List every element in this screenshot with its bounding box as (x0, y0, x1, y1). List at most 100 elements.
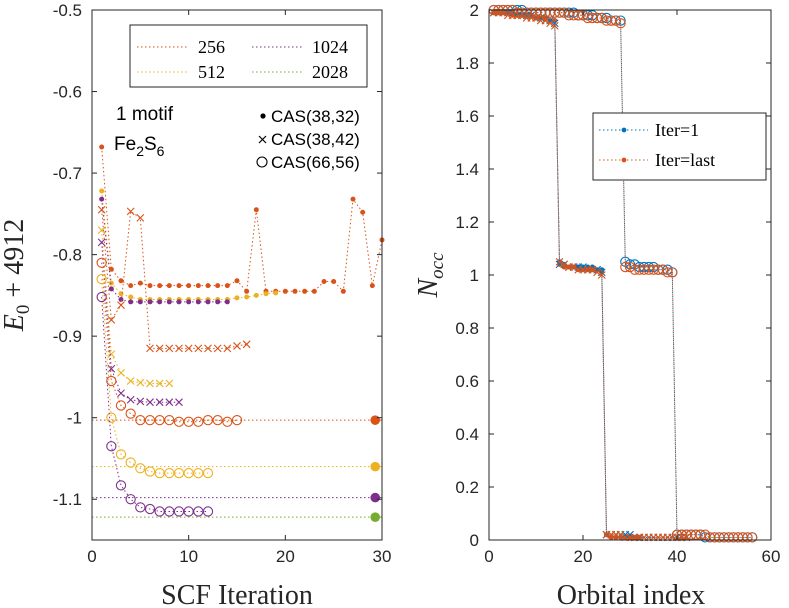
data-point (165, 379, 174, 388)
legend-iter1-label: Iter=1 (655, 120, 699, 140)
data-point (360, 209, 366, 215)
occupation-line (493, 9, 753, 538)
data-point (157, 283, 163, 289)
data-point (215, 283, 221, 289)
data-point (99, 196, 105, 202)
data-point (195, 283, 201, 289)
series-7 (96, 273, 214, 479)
data-point (204, 344, 212, 353)
data-point (155, 398, 164, 407)
cas-marker-legend: CAS(38,32) CAS(38,42) CAS(66,56) (256, 107, 360, 172)
data-point (146, 379, 154, 388)
occupation-series-3 (489, 8, 691, 542)
occupation-point (588, 265, 597, 274)
occupation-point (593, 268, 601, 277)
x-tick-label: 30 (373, 547, 392, 566)
data-point (215, 299, 221, 305)
occupation-point (518, 11, 526, 20)
data-point (273, 290, 279, 296)
occupation-point (597, 271, 606, 279)
legend-2028-label: 2028 (312, 62, 348, 82)
occupation-point (616, 530, 625, 539)
left-legend: 256 1024 512 2028 (129, 24, 368, 88)
occupation-series-0 (491, 10, 642, 540)
right-chart: 0 20 40 60 0 0.2 0.4 0.6 0.8 1 1.2 1.4 1.6 1.8 2 Iter=… (413, 1, 780, 608)
occupation-point (541, 16, 550, 25)
series-2 (99, 196, 230, 305)
x-tick-label: 20 (276, 547, 295, 566)
right-axes-box (488, 9, 772, 541)
data-point (253, 207, 259, 213)
y-tick-label: -0.9 (53, 327, 82, 346)
data-point (212, 414, 223, 426)
data-point (369, 283, 375, 289)
data-point (222, 416, 233, 427)
data-point (231, 414, 243, 426)
occupation-point (532, 14, 540, 22)
data-point (157, 299, 163, 305)
data-point (106, 375, 117, 387)
data-point (115, 400, 127, 411)
x-tick-label: 60 (762, 547, 781, 566)
series-line (101, 209, 247, 349)
data-point (106, 441, 117, 452)
data-point (205, 299, 211, 305)
data-point (147, 299, 153, 305)
right-x-axis-label: Orbital index (557, 580, 706, 608)
data-point (125, 408, 136, 419)
data-point (175, 398, 183, 407)
series-line (101, 296, 208, 512)
data-point (125, 457, 136, 468)
series-line (101, 262, 238, 423)
data-point (146, 344, 154, 353)
y-tick-label: 1.2 (455, 213, 479, 232)
cas-x-marker (258, 135, 267, 144)
data-point (164, 414, 175, 426)
data-point (115, 480, 127, 491)
reference-point-1024 (370, 492, 381, 503)
series-line (101, 242, 179, 403)
x-tick-label: 10 (179, 547, 198, 566)
y-tick-label: 1.4 (455, 160, 479, 179)
data-point (128, 283, 134, 289)
occupation-point (573, 10, 584, 21)
right-y-axis-label: Nocc (413, 252, 448, 299)
occupation-point (742, 532, 753, 543)
left-chart: 0 10 20 30 -0.5 -0.6 -0.7 -0.8 -0.9 -1 -1.1 256 10… (0, 1, 391, 608)
data-point (193, 416, 204, 427)
data-point (253, 292, 259, 298)
data-point (234, 295, 240, 301)
series-4 (97, 226, 174, 388)
data-point (97, 226, 106, 235)
annotation-sub2: 6 (157, 143, 165, 159)
data-point (106, 412, 117, 423)
x-tick-label: 20 (574, 547, 593, 566)
occupation-point (555, 257, 564, 266)
left-plot-area (92, 144, 385, 522)
data-point (234, 278, 240, 284)
occupation-point (747, 532, 758, 543)
data-point (205, 283, 211, 289)
data-point (115, 449, 127, 460)
legend-512-label: 512 (198, 62, 225, 82)
occupation-line (493, 9, 753, 538)
data-point (126, 207, 135, 216)
data-point (224, 283, 230, 289)
data-point (118, 278, 124, 284)
y-tick-label: -1.1 (53, 490, 82, 509)
cas-38-32-label: CAS(38,32) (271, 107, 360, 126)
occupation-point (653, 264, 664, 275)
occupation-line (493, 12, 640, 538)
occupation-point (560, 260, 569, 269)
data-point (165, 398, 174, 407)
data-point (176, 283, 182, 289)
data-point (223, 344, 232, 353)
annotation-sub1: 2 (136, 143, 144, 159)
legend-1024-label: 1024 (312, 37, 348, 57)
y-tick-label: 1.8 (455, 54, 479, 73)
data-point (117, 389, 125, 398)
series-5 (97, 238, 183, 407)
cas-dot-marker (260, 113, 266, 119)
data-point (311, 288, 317, 294)
legend-iter1-marker (621, 127, 627, 133)
